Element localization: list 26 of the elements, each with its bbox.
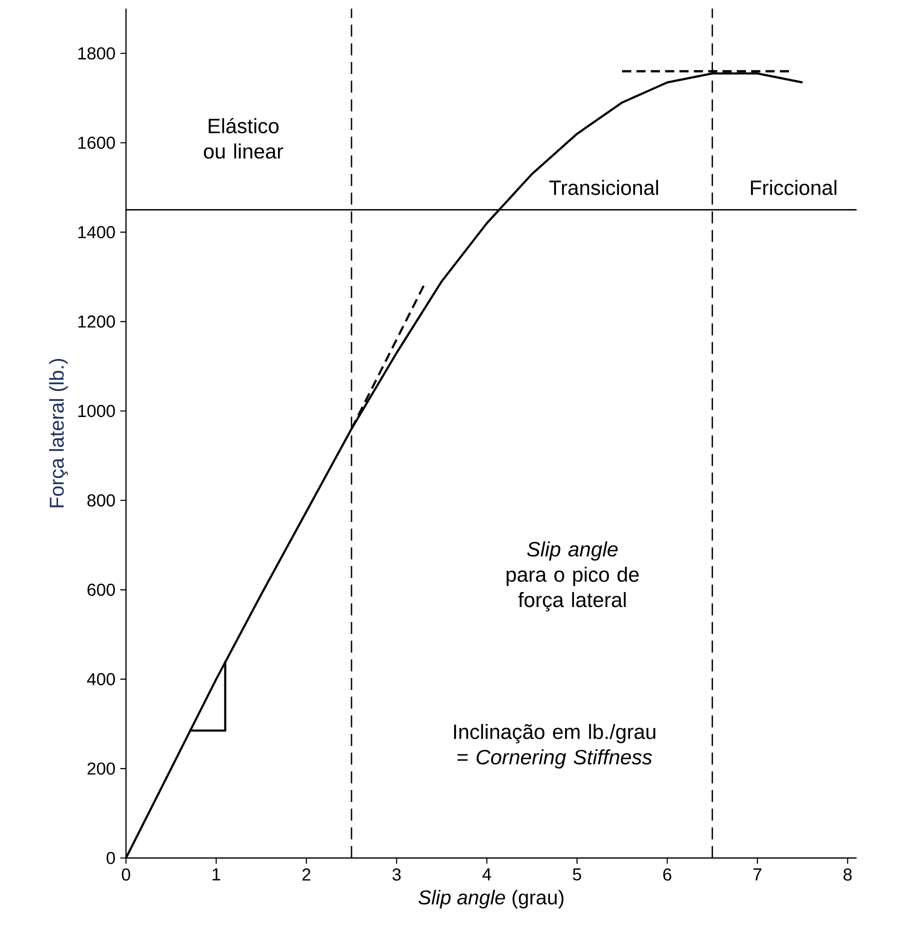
y-tick-label: 0 <box>106 852 115 864</box>
x-tick-label: 4 <box>482 868 492 880</box>
x-tick-label: 7 <box>754 868 762 880</box>
y-tick-label: 800 <box>87 494 115 507</box>
y-tick-label: 400 <box>87 673 115 686</box>
y-tick-label: 1600 <box>78 136 115 149</box>
x-tick-label: 1 <box>212 868 220 880</box>
annotation: Friccional <box>750 180 836 196</box>
annotation: Transicional <box>549 180 658 196</box>
x-tick-label: 3 <box>392 868 401 881</box>
annotation: Inclinação em lb./grau = Cornering Stiffness <box>454 724 656 769</box>
x-tick-label: 8 <box>844 868 852 881</box>
x-tick-label: 2 <box>302 868 310 880</box>
x-axis-title: Slip angle (grau) <box>418 890 564 908</box>
x-tick-label: 5 <box>572 868 582 880</box>
x-tick-label: 6 <box>663 868 672 881</box>
y-tick-label: 600 <box>88 584 115 596</box>
annotation: Elástico ou linear <box>204 118 284 159</box>
y-tick-label: 1400 <box>78 226 115 238</box>
y-tick-label: 200 <box>88 762 115 775</box>
annotation: Slip angle para o pico de força lateral <box>506 541 639 612</box>
y-axis-title: Força lateral (lb.) <box>49 359 68 508</box>
y-tick-label: 1200 <box>78 315 115 328</box>
y-tick-label: 1000 <box>78 404 115 418</box>
y-tick-label: 1800 <box>78 47 115 60</box>
x-tick-label: 0 <box>122 868 130 881</box>
